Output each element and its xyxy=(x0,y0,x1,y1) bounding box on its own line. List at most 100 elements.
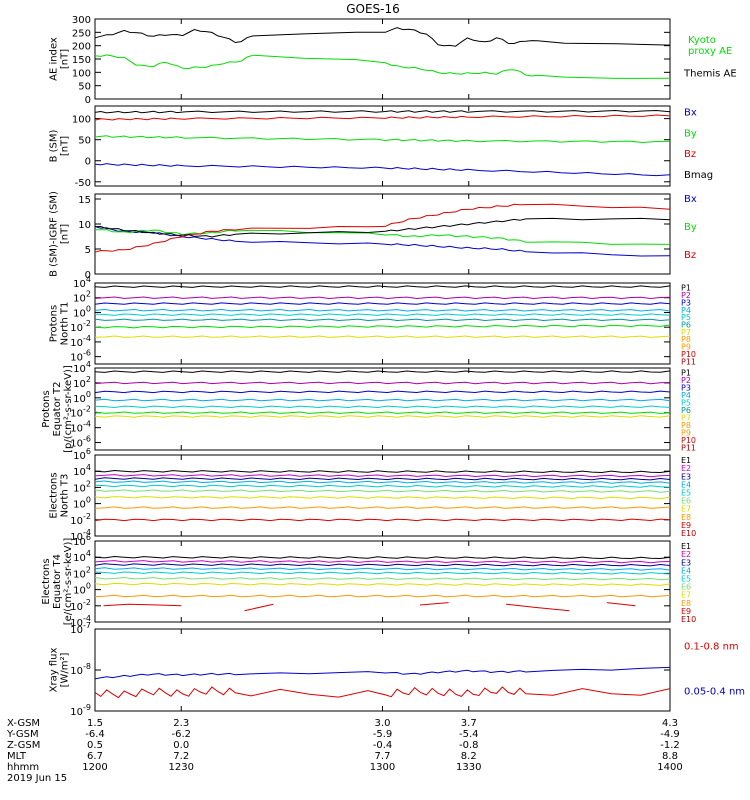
y-axis-label: North T3 xyxy=(60,474,71,518)
x-axis-value: 0.0 xyxy=(173,740,189,751)
y-tick-label: 10-9 xyxy=(70,703,91,718)
y-axis-label: [nT] xyxy=(60,49,71,69)
legend-entry: E7 xyxy=(681,591,691,600)
series-line-p8 xyxy=(94,335,671,338)
y-tick-label: 104 xyxy=(73,275,91,290)
series-segment-e9 xyxy=(506,603,570,612)
y-tick-label: 300 xyxy=(72,15,91,26)
y-tick-label: 150 xyxy=(72,55,91,66)
x-axis-value: 1400 xyxy=(657,762,682,773)
series-line-p7 xyxy=(94,324,671,329)
x-axis-value: 1330 xyxy=(456,762,481,773)
series-line-e2 xyxy=(94,560,671,564)
series-line-0-05-0-4-nm xyxy=(94,666,671,680)
y-tick-label: 106 xyxy=(73,447,91,462)
legend-entry: E2 xyxy=(681,464,691,473)
series-line-e4 xyxy=(94,480,671,484)
y-tick-label: 10-6 xyxy=(70,349,91,364)
y-axis-label: B (SM)-IGRF (SM) xyxy=(49,191,60,277)
y-axis-label: Xray flux xyxy=(49,648,60,693)
y-tick-label: 104 xyxy=(73,463,91,478)
x-axis-value: -5.9 xyxy=(373,729,393,740)
series-line-e3 xyxy=(94,563,671,567)
panel-bigrf: 0 5 10 15 B (SM)-IGRF (SM) [nT] Bx By Bz xyxy=(49,191,697,281)
series-line-p3 xyxy=(94,302,671,305)
legend-entry: P1 xyxy=(681,369,691,378)
panel-frame xyxy=(94,628,671,712)
legend-entry: E1 xyxy=(681,456,691,465)
y-tick-label: 100 xyxy=(73,582,91,597)
y-tick-label: 15 xyxy=(78,195,91,206)
y-axis-label: Electrons xyxy=(41,558,52,604)
y-tick-label: 102 xyxy=(73,290,91,305)
x-axis-value: -4.9 xyxy=(660,729,680,740)
series-line-kyoto-proxy-ae xyxy=(94,54,671,79)
x-axis-row-label: MLT xyxy=(7,751,27,762)
legend-entry: E2 xyxy=(681,550,691,559)
y-tick-label: 250 xyxy=(72,28,91,39)
x-axis-value: 1230 xyxy=(169,762,194,773)
legend-entry: By xyxy=(684,128,697,139)
y-tick-label: 10-4 xyxy=(70,334,91,349)
x-axis-value: 3.7 xyxy=(461,718,477,729)
series-line-e7 xyxy=(94,496,671,500)
x-axis-value: -6.2 xyxy=(171,729,191,740)
legend-entry: P2 xyxy=(681,376,691,385)
series-line-e3 xyxy=(94,477,671,481)
series-line-p4 xyxy=(94,308,671,312)
series-line-e6 xyxy=(94,489,671,493)
panel-frame xyxy=(94,454,671,537)
legend-entry: P8 xyxy=(681,335,691,344)
x-axis-value: 0.5 xyxy=(87,740,103,751)
x-axis-value: 3.0 xyxy=(375,718,391,729)
legend-entry: P9 xyxy=(681,343,691,352)
y-tick-label: 50 xyxy=(78,136,91,147)
y-axis-label: North T1 xyxy=(60,302,71,346)
panel-frame xyxy=(94,18,671,100)
legend-entry: E5 xyxy=(681,488,691,497)
x-axis-value: -0.8 xyxy=(459,740,479,751)
legend-entry: 0.05-0.4 nm xyxy=(684,687,745,698)
x-axis-value: -6.4 xyxy=(85,729,105,740)
legend-entry: P11 xyxy=(681,443,696,452)
panel-ae: 0 50 100 150 200 250 300 AE index [nT] Kyotoproxy… xyxy=(49,15,737,106)
legend-entry: E9 xyxy=(681,521,691,530)
series-segment-e9 xyxy=(606,602,636,607)
legend-entry: Bz xyxy=(684,149,696,160)
legend-entry: E9 xyxy=(681,607,691,616)
legend-entry: E4 xyxy=(681,566,691,575)
series-line-bmag xyxy=(94,217,671,238)
x-axis-row-label: Y-GSM xyxy=(6,729,39,740)
legend-entry: P2 xyxy=(681,291,691,300)
y-axis-label: [p/(cm²-s-sr-keV)] xyxy=(63,365,74,453)
x-axis-value: -5.4 xyxy=(459,729,479,740)
legend-entry: E6 xyxy=(681,497,691,506)
y-axis-label: Electrons xyxy=(49,472,60,518)
y-axis-label: [nT] xyxy=(60,136,71,156)
x-axis-value: 6.7 xyxy=(87,751,103,762)
y-tick-label: 104 xyxy=(73,360,91,375)
series-line-e9 xyxy=(94,518,671,522)
legend-entry: 0.1-0.8 nm xyxy=(684,642,739,653)
y-tick-label: 10-2 xyxy=(70,512,91,527)
legend-entry: E7 xyxy=(681,505,691,514)
y-tick-label: 102 xyxy=(73,479,91,494)
series-line-bx xyxy=(94,163,671,177)
x-axis-value: 1.5 xyxy=(87,718,103,729)
legend-entry: P6 xyxy=(681,406,691,415)
y-tick-label: 102 xyxy=(73,375,91,390)
plot-title: GOES-16 xyxy=(346,2,400,16)
y-axis-label: Protons xyxy=(49,305,60,342)
legend-entry: E3 xyxy=(681,472,691,481)
legend-entry: E10 xyxy=(681,529,696,538)
legend-entry: P10 xyxy=(681,436,696,445)
y-tick-label: 100 xyxy=(73,304,91,319)
x-axis-value: 2.3 xyxy=(173,718,189,729)
series-line-themis-ae xyxy=(94,27,671,47)
legend-entry: P1 xyxy=(681,284,691,293)
y-axis-label: AE index xyxy=(49,37,60,81)
x-axis-table: X-GSM 1.5 2.3 3.0 3.7 4.3 Y-GSM -6.4 -6.2 -5.9 -5.… xyxy=(6,718,683,784)
